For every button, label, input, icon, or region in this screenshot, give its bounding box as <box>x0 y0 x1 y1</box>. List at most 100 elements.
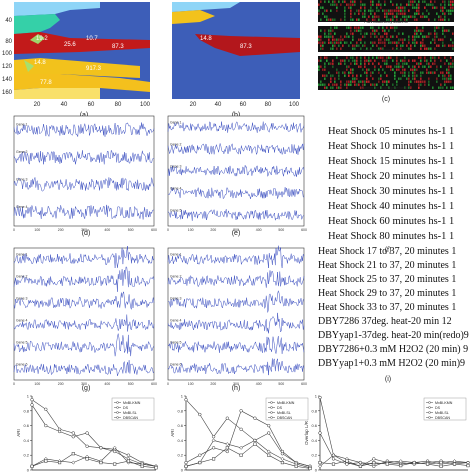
heatmap-cell <box>406 62 408 65</box>
heatmap-cell <box>392 3 394 6</box>
heatmap-cell <box>442 77 444 80</box>
series-line <box>31 404 157 467</box>
ytick: 1 <box>181 394 184 399</box>
heatmap-cell <box>354 44 356 47</box>
heatmap-cell <box>324 83 326 86</box>
legend-entry: DBSCAN <box>435 416 450 420</box>
heatmap-cell <box>420 71 422 74</box>
heatmap-cell <box>370 35 372 38</box>
heatmap-cell <box>378 38 380 41</box>
heatmap-cell <box>378 80 380 83</box>
heatmap-cell <box>424 0 426 3</box>
heatmap-cell <box>324 32 326 35</box>
condition-item: Heat Shock 15 minutes hs-1 1 <box>328 156 454 167</box>
data-point <box>345 462 349 466</box>
heatmap-cell <box>372 41 374 44</box>
heatmap-cell <box>330 47 332 50</box>
xtick: 100 <box>140 102 151 108</box>
heatmap-cell <box>402 71 404 74</box>
heatmap-cell <box>402 15 404 18</box>
heatmap-cell <box>402 38 404 41</box>
heatmap-cell <box>442 12 444 15</box>
gene-expression-trace <box>13 333 155 357</box>
data-point <box>345 459 349 463</box>
condition-item: Heat Shock 25 to 37, 20 minutes 1 <box>318 274 456 285</box>
heatmap-cell <box>446 59 448 62</box>
heatmap-cell <box>320 35 322 38</box>
heatmap-cell <box>410 0 412 3</box>
heatmap-cell <box>396 59 398 62</box>
heatmap-cell <box>416 41 418 44</box>
heatmap-cell <box>378 18 380 21</box>
heatmap-cell <box>440 38 442 41</box>
heatmap-cell <box>398 6 400 9</box>
data-point <box>57 429 62 434</box>
legend-entry: MxBI-KMN <box>277 401 295 405</box>
heatmap-cell <box>442 74 444 77</box>
heatmap-cell <box>434 56 436 59</box>
heatmap-cell <box>412 71 414 74</box>
heatmap-cell <box>386 9 388 12</box>
xtick: 500 <box>278 228 284 232</box>
heatmap-cell <box>392 12 394 15</box>
heatmap-cell <box>448 71 450 74</box>
xtick: 300 <box>81 382 87 386</box>
data-point <box>71 452 75 456</box>
heatmap-cell <box>404 86 406 89</box>
xtick: 100 <box>188 228 194 232</box>
heatmap-cell <box>360 74 362 77</box>
data-point <box>71 435 75 439</box>
data-point <box>385 462 389 466</box>
heatmap-cell <box>452 32 454 35</box>
heatmap-cell <box>366 80 368 83</box>
heatmap-cell <box>430 65 432 68</box>
heatmap-cell <box>370 59 372 62</box>
panel-b-label: (b) <box>232 112 241 119</box>
heatmap-cell <box>392 83 394 86</box>
heatmap-cell <box>396 80 398 83</box>
heatmap-cell <box>384 41 386 44</box>
heatmap-cell <box>338 0 340 3</box>
heatmap-cell <box>386 35 388 38</box>
heatmap-cell <box>320 83 322 86</box>
heatmap-cell <box>336 47 338 50</box>
heatmap-cell <box>360 29 362 32</box>
heatmap-cell <box>416 6 418 9</box>
heatmap-cell <box>354 59 356 62</box>
heatmap-cell <box>400 59 402 62</box>
heatmap-cell <box>372 62 374 65</box>
heatmap-cell <box>324 9 326 12</box>
heatmap-cell <box>334 3 336 6</box>
heatmap-cell <box>344 6 346 9</box>
heatmap-cell <box>372 15 374 18</box>
heatmap-cell <box>364 35 366 38</box>
heatmap-cell <box>446 80 448 83</box>
heatmap-cell <box>436 32 438 35</box>
heatmap-cell <box>364 3 366 6</box>
heatmap-cell <box>414 6 416 9</box>
data-point <box>85 444 89 448</box>
heatmap-cell <box>418 12 420 15</box>
heatmap-cell <box>358 80 360 83</box>
ytick: 0.8 <box>311 408 317 413</box>
heatmap-cell <box>338 71 340 74</box>
heatmap-cell <box>354 3 356 6</box>
heatmap-cell <box>344 12 346 15</box>
xtick: 400 <box>256 382 262 386</box>
legend-marker <box>116 411 119 414</box>
heatmap-cell <box>412 59 414 62</box>
condition-item: Heat Shock 21 to 37, 20 minutes 1 <box>318 260 456 271</box>
heatmap-cell <box>334 38 336 41</box>
heatmap-cell <box>404 74 406 77</box>
gene-label: Gene 6 <box>170 363 182 367</box>
heatmap-cell <box>322 41 324 44</box>
heatmap-cell <box>366 59 368 62</box>
heatmap-cell <box>352 56 354 59</box>
series-line <box>31 453 157 469</box>
heatmap-cell <box>318 9 320 12</box>
heatmap-cell <box>396 6 398 9</box>
heatmap-cell <box>408 77 410 80</box>
data-point <box>308 466 312 471</box>
heatmap-cell <box>388 41 390 44</box>
